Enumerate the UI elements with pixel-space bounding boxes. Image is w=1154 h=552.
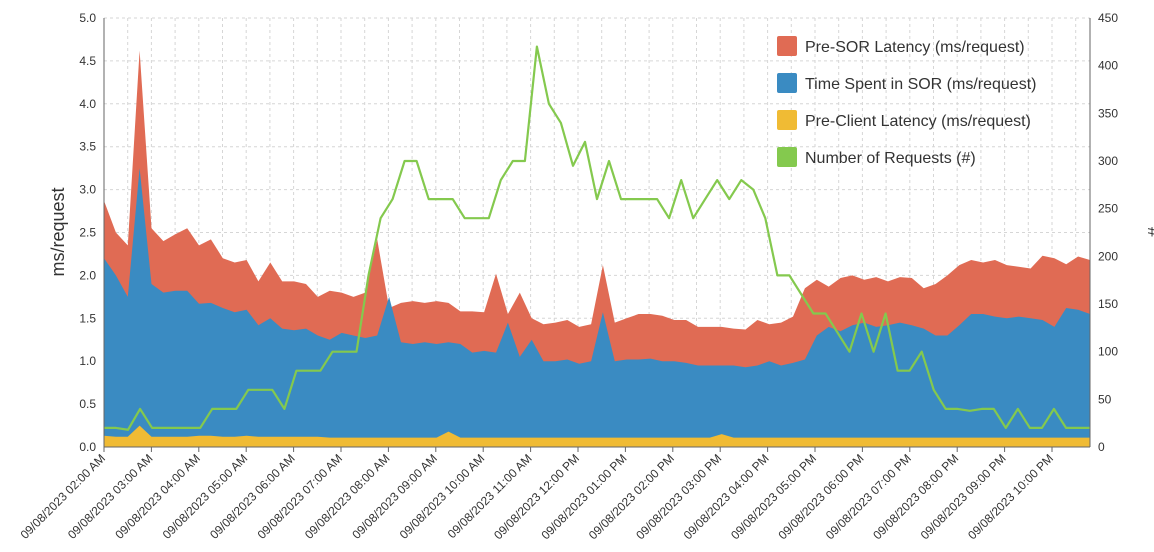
y-tick-label: 2.0 [79, 268, 96, 282]
x-tick-label: 09/08/2023 06:00 PM [775, 451, 866, 542]
x-tick-label: 09/08/2023 03:00 AM [65, 451, 156, 542]
y-tick-label: 4.0 [79, 97, 96, 111]
legend-label: Number of Requests (#) [805, 150, 976, 167]
requests-line [104, 45, 1090, 431]
x-tick-label: 09/08/2023 04:00 PM [681, 451, 772, 542]
legend-swatch [777, 73, 797, 93]
x-tick-label: 09/08/2023 12:00 PM [491, 451, 582, 542]
y-tick-label: 0.5 [79, 397, 96, 411]
legend: Pre-SOR Latency (ms/request) Time Spent i… [777, 36, 1036, 167]
x-tick-label: 09/08/2023 02:00 AM [18, 451, 109, 542]
y2-tick-label: 100 [1098, 345, 1118, 359]
y2-axis-title: # [1144, 227, 1154, 237]
sor-time-area [104, 168, 1090, 447]
x-tick-label: 09/08/2023 03:00 PM [633, 451, 724, 542]
x-tick-label: 09/08/2023 05:00 PM [728, 451, 819, 542]
x-tick-label: 09/08/2023 05:00 AM [160, 451, 251, 542]
x-tick-label: 09/08/2023 10:00 AM [397, 451, 488, 542]
y-tick-label: 2.5 [79, 226, 96, 240]
pre-client-latency-area [104, 425, 1090, 447]
x-tick-label: 09/08/2023 07:00 PM [823, 451, 914, 542]
y-tick-label: 5.0 [79, 11, 96, 25]
y2-tick-label: 300 [1098, 154, 1118, 168]
x-tick-label: 09/08/2023 11:00 AM [445, 451, 535, 541]
y-tick-label: 1.0 [79, 354, 96, 368]
line-series [104, 45, 1090, 431]
y2-tick-label: 350 [1098, 106, 1118, 120]
legend-label: Pre-Client Latency (ms/request) [805, 113, 1031, 130]
x-tick-label: 09/08/2023 04:00 AM [112, 451, 203, 542]
legend-swatch [777, 110, 797, 130]
y2-tick-label: 200 [1098, 249, 1118, 263]
y-tick-label: 3.5 [79, 140, 96, 154]
area-series [104, 50, 1090, 447]
y2-tick-label: 250 [1098, 202, 1118, 216]
y2-tick-label: 150 [1098, 297, 1118, 311]
x-tick-label: 09/08/2023 01:00 PM [538, 451, 629, 542]
y2-tick-label: 400 [1098, 59, 1118, 73]
legend-swatch [777, 36, 797, 56]
legend-label: Pre-SOR Latency (ms/request) [805, 39, 1025, 56]
x-tick-label: 09/08/2023 08:00 AM [302, 451, 393, 542]
x-tick-label: 09/08/2023 06:00 AM [207, 451, 298, 542]
x-tick-label: 09/08/2023 07:00 AM [255, 451, 346, 542]
y-tick-label: 1.5 [79, 311, 96, 325]
x-tick-label: 09/08/2023 09:00 PM [918, 451, 1009, 542]
legend-label: Time Spent in SOR (ms/request) [805, 76, 1036, 93]
y2-tick-label: 450 [1098, 11, 1118, 25]
y2-tick-label: 50 [1098, 392, 1112, 406]
y-tick-label: 4.5 [79, 54, 96, 68]
y-tick-label: 3.0 [79, 183, 96, 197]
y-axis-title: ms/request [48, 187, 68, 276]
x-tick-label: 09/08/2023 10:00 PM [965, 451, 1056, 542]
x-tick-label: 09/08/2023 09:00 AM [349, 451, 440, 542]
legend-swatch [777, 147, 797, 167]
x-tick-label: 09/08/2023 08:00 PM [870, 451, 961, 542]
y-tick-label: 0.0 [79, 440, 96, 454]
y2-tick-label: 0 [1098, 440, 1105, 454]
x-tick-label: 09/08/2023 02:00 PM [586, 451, 677, 542]
